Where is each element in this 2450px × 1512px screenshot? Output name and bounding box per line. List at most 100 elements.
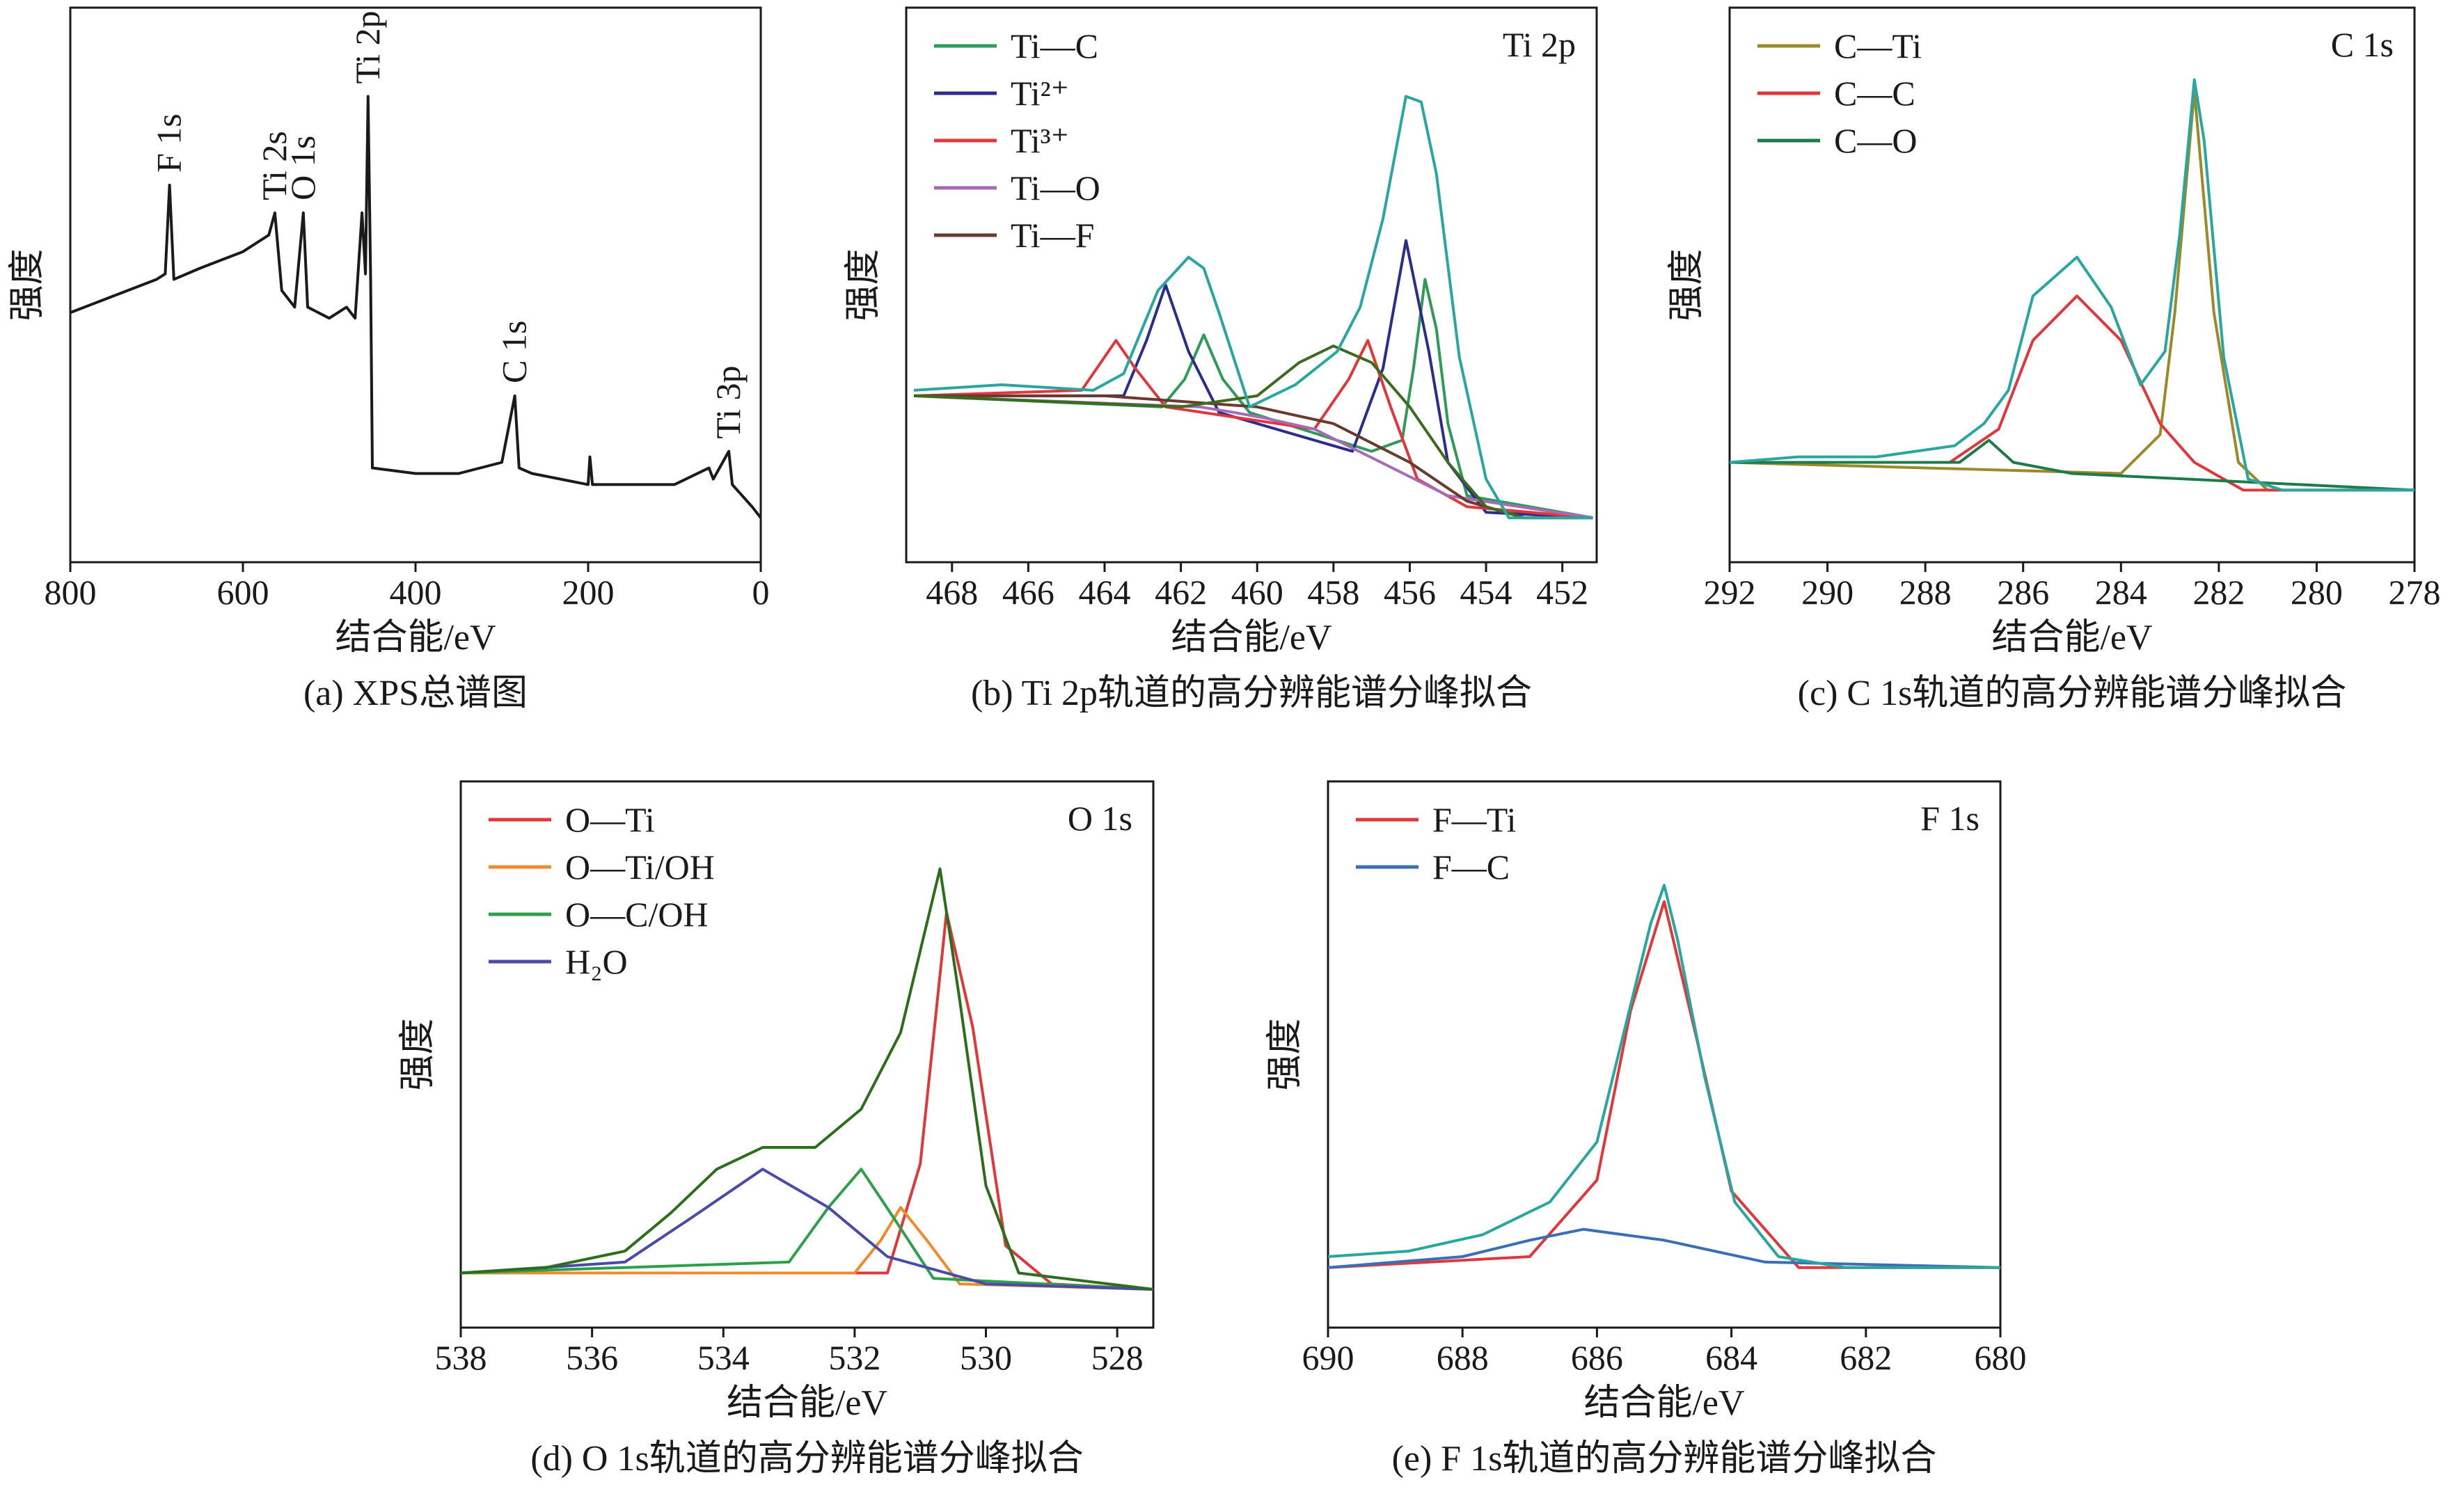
panel-label: O 1s	[1068, 799, 1132, 838]
legend-label: Ti—O	[1011, 168, 1100, 207]
x-tick-label: 538	[435, 1338, 487, 1377]
series-line	[1327, 884, 2000, 1269]
series-line	[1730, 294, 2415, 492]
peak-annotation: O 1s	[283, 136, 322, 200]
legend-label: C—O	[1834, 121, 1917, 160]
caption: (c) C 1s轨道的高分辨能谱分峰拟合	[1798, 674, 2347, 713]
x-tick-label: 468	[926, 573, 978, 612]
legend-label: Ti²⁺	[1011, 74, 1069, 113]
x-tick-label: 536	[566, 1338, 618, 1377]
series-line	[913, 394, 1593, 520]
x-tick-label: 534	[697, 1338, 750, 1377]
legend-label: O—C/OH	[565, 895, 709, 934]
panel: 468 466 464 462 460 458 456 454 452 结合能/eV (b) Ti …	[844, 6, 1598, 713]
legend-label: F—Ti	[1432, 800, 1516, 839]
panel-label: Ti 2p	[1503, 25, 1576, 64]
series-line	[1729, 89, 2415, 492]
peak-annotation: Ti 2p	[348, 10, 387, 83]
x-tick-label: 466	[1002, 573, 1054, 612]
legend-label: C—C	[1834, 74, 1915, 113]
legend-label: O—Ti/OH	[565, 847, 715, 886]
x-tick-label: 462	[1155, 573, 1207, 612]
y-axis-label: 强度	[1265, 1018, 1305, 1090]
series-line	[461, 911, 1154, 1291]
series-line	[914, 239, 1593, 520]
x-tick-label: 686	[1571, 1338, 1623, 1377]
legend-label: Ti—C	[1011, 26, 1098, 65]
series-line	[1327, 900, 2000, 1269]
plot-frame	[459, 780, 1155, 1329]
series-line	[913, 339, 1593, 520]
y-axis-label: 强度	[398, 1018, 438, 1090]
peak-annotation: F 1s	[150, 113, 189, 173]
panel-label: F 1s	[1920, 799, 1979, 838]
plot-frame	[1327, 780, 2002, 1329]
series-line	[913, 95, 1593, 520]
x-tick-label: 460	[1231, 573, 1283, 612]
x-tick-label: 286	[1997, 573, 2049, 612]
series-line	[460, 867, 1154, 1291]
x-axis-label: 结合能/eV	[1583, 1383, 1744, 1423]
panel: 800 600 400 200 0 结合能/eV (a) XPS总谱图 强度 F 1s Ti 2s…	[8, 6, 770, 713]
x-tick-label: 282	[2192, 573, 2245, 612]
x-tick-label: 688	[1437, 1338, 1489, 1377]
peak-annotation: Ti 3p	[709, 365, 748, 438]
x-tick-label: 452	[1536, 573, 1588, 612]
x-tick-label: 680	[1975, 1338, 2027, 1377]
y-axis-label: 强度	[844, 248, 883, 321]
caption: (d) O 1s轨道的高分辨能谱分峰拟合	[530, 1439, 1083, 1479]
x-tick-label: 280	[2291, 573, 2343, 612]
peak-annotation: Ti 2s	[255, 131, 294, 200]
peak-annotation: C 1s	[495, 321, 534, 383]
series-line	[913, 344, 1525, 520]
plot-frame	[1728, 6, 2416, 564]
y-axis-label: 强度	[8, 248, 47, 321]
x-tick-label: 532	[828, 1338, 880, 1377]
x-tick-label: 288	[1899, 573, 1952, 612]
caption: (e) F 1s轨道的高分辨能谱分峰拟合	[1392, 1439, 1937, 1479]
legend-label: H₂O	[565, 942, 628, 981]
x-tick-label: 454	[1460, 573, 1512, 612]
x-tick-label: 458	[1307, 573, 1359, 612]
series-line	[1729, 78, 2415, 492]
series-line	[1730, 438, 2415, 492]
x-tick-label: 0	[752, 573, 770, 612]
x-tick-label: 200	[562, 573, 615, 612]
plot-frame	[69, 6, 762, 564]
x-tick-label: 290	[1801, 573, 1854, 612]
caption: (b) Ti 2p轨道的高分辨能谱分峰拟合	[971, 674, 1532, 713]
series-line	[913, 278, 1593, 520]
y-axis-label: 强度	[1667, 248, 1707, 321]
series-line	[1327, 1227, 2001, 1269]
x-axis-label: 结合能/eV	[1171, 618, 1331, 658]
series-line	[461, 1206, 1154, 1291]
caption: (a) XPS总谱图	[303, 674, 528, 713]
x-tick-label: 284	[2095, 573, 2147, 612]
legend-label: F—C	[1432, 847, 1510, 886]
x-axis-label: 结合能/eV	[727, 1383, 887, 1423]
legend-label: Ti³⁺	[1011, 121, 1069, 160]
x-tick-label: 464	[1078, 573, 1130, 612]
series-line	[70, 95, 762, 519]
plot-frame	[905, 6, 1598, 564]
x-tick-label: 530	[960, 1338, 1012, 1377]
series-line	[460, 1168, 1154, 1291]
legend-label: O—Ti	[565, 800, 655, 839]
legend-label: Ti—F	[1011, 216, 1094, 255]
legend-label: C—Ti	[1834, 26, 1922, 65]
x-tick-label: 528	[1091, 1338, 1144, 1377]
x-tick-label: 682	[1840, 1338, 1892, 1377]
x-tick-label: 456	[1384, 573, 1436, 612]
x-tick-label: 292	[1704, 573, 1756, 612]
x-tick-label: 278	[2389, 573, 2441, 612]
x-tick-label: 690	[1302, 1338, 1354, 1377]
x-tick-label: 684	[1705, 1338, 1757, 1377]
panel: 538 536 534 532 530 528 结合能/eV (d) O 1s轨道的高分辨能谱…	[398, 780, 1155, 1479]
x-tick-label: 600	[217, 573, 269, 612]
x-tick-label: 400	[390, 573, 442, 612]
series-line	[460, 1168, 1154, 1291]
x-tick-label: 800	[45, 573, 97, 612]
x-axis-label: 结合能/eV	[335, 618, 496, 658]
